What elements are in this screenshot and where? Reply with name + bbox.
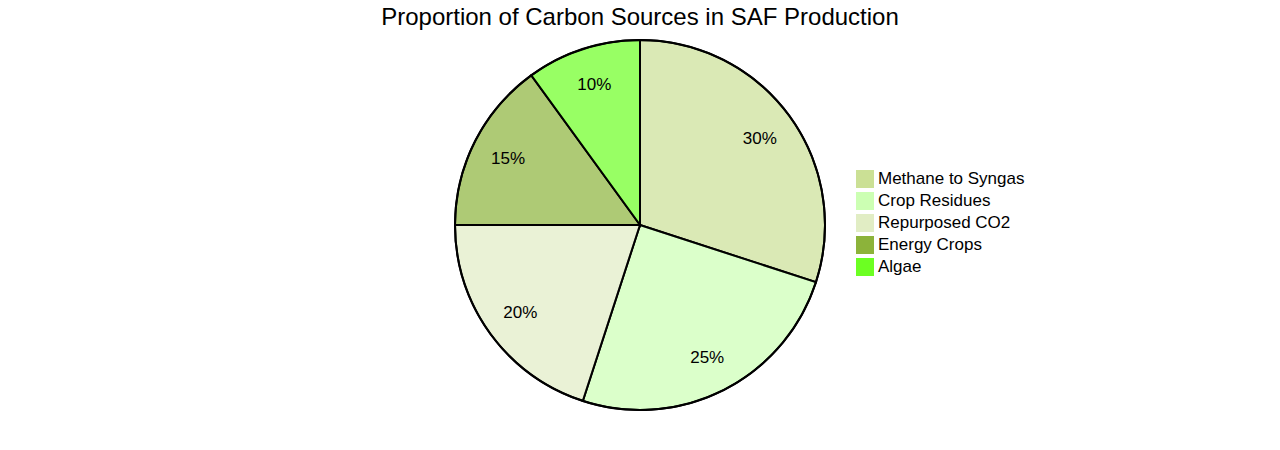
pie-outline [455, 40, 825, 410]
pie-slice [455, 225, 640, 401]
legend-label: Repurposed CO2 [878, 213, 1010, 232]
chart-title: Proportion of Carbon Sources in SAF Prod… [381, 3, 899, 30]
legend-label: Crop Residues [878, 191, 990, 210]
legend-label: Methane to Syngas [878, 169, 1024, 188]
legend-label: Algae [878, 257, 921, 276]
legend-swatch [856, 170, 874, 188]
legend-swatch [856, 214, 874, 232]
legend-label: Energy Crops [878, 235, 982, 254]
pie [455, 40, 825, 410]
legend-swatch [856, 192, 874, 210]
pie-slice [531, 40, 640, 225]
legend: Methane to Syngas Crop Residues Repurposed… [856, 169, 1024, 276]
data-label: 30% [743, 129, 777, 148]
chart: Proportion of Carbon Sources in SAF Prod… [0, 0, 1280, 450]
data-label: 10% [577, 75, 611, 94]
legend-swatch [856, 258, 874, 276]
pie-labels: 30% 25% 20% 15% 10% [491, 75, 777, 367]
data-label: 15% [491, 149, 525, 168]
legend-swatch [856, 236, 874, 254]
data-label: 20% [503, 303, 537, 322]
data-label: 25% [690, 348, 724, 367]
